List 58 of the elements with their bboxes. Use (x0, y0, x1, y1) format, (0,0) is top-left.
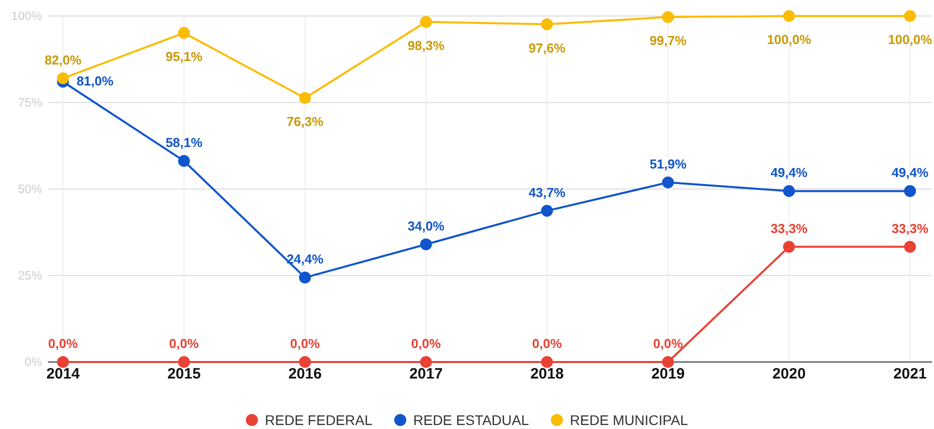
data-label: 34,0% (408, 218, 445, 234)
data-label: 82,0% (44, 52, 82, 68)
x-tick-label: 2016 (288, 366, 322, 383)
point (299, 356, 311, 368)
data-label: 95,1% (166, 48, 203, 64)
data-label: 49,4% (770, 165, 808, 180)
data-label: 76,3% (286, 114, 324, 129)
point (420, 16, 432, 28)
point (178, 155, 190, 167)
point (662, 176, 674, 188)
data-label: 43,7% (528, 184, 566, 200)
data-label: 0,0% (169, 336, 200, 351)
point (178, 27, 190, 39)
x-tick-label: 2021 (893, 366, 927, 383)
data-label: 24,4% (286, 252, 324, 267)
data-label: 58,1% (166, 134, 203, 150)
x-tick-label: 2018 (530, 366, 564, 383)
point (299, 272, 311, 284)
point (420, 356, 432, 368)
point (57, 72, 69, 84)
data-label: 33,3% (892, 220, 929, 236)
legend-label: REDE FEDERAL (264, 412, 372, 428)
data-label: 51,9% (650, 156, 687, 172)
point (904, 240, 916, 253)
x-tick-label: 2019 (651, 366, 685, 383)
x-tick-label: 2014 (46, 366, 80, 383)
point (420, 238, 432, 250)
data-label: 33,3% (770, 220, 808, 236)
data-label: 49,4% (892, 165, 929, 180)
data-label: 99,7% (650, 33, 687, 48)
data-label: 0,0% (653, 336, 684, 351)
point (904, 185, 916, 197)
data-label: 100,0% (766, 32, 812, 47)
data-label: 0,0% (532, 336, 562, 351)
x-tick-label: 2015 (167, 366, 201, 383)
data-label: 81,0% (76, 74, 114, 89)
point (904, 10, 916, 22)
point (783, 185, 795, 197)
point (783, 240, 795, 253)
data-label: 0,0% (411, 336, 442, 351)
point (541, 18, 553, 30)
legend-label: REDE ESTADUAL (413, 412, 530, 428)
point (178, 356, 190, 368)
point (541, 204, 553, 217)
point (541, 356, 553, 368)
x-tick-label: 2020 (772, 366, 806, 383)
data-label: 0,0% (290, 336, 320, 351)
point (57, 356, 69, 368)
point (662, 356, 674, 368)
x-tick-label: 2017 (409, 366, 443, 383)
data-label: 0,0% (48, 336, 78, 351)
data-label: 97,6% (528, 40, 566, 56)
point (783, 10, 795, 22)
data-label: 98,3% (408, 38, 445, 53)
data-label: 100,0% (888, 32, 932, 47)
legend-label: REDE MUNICIPAL (570, 412, 688, 428)
point (662, 11, 674, 23)
point (299, 92, 311, 104)
